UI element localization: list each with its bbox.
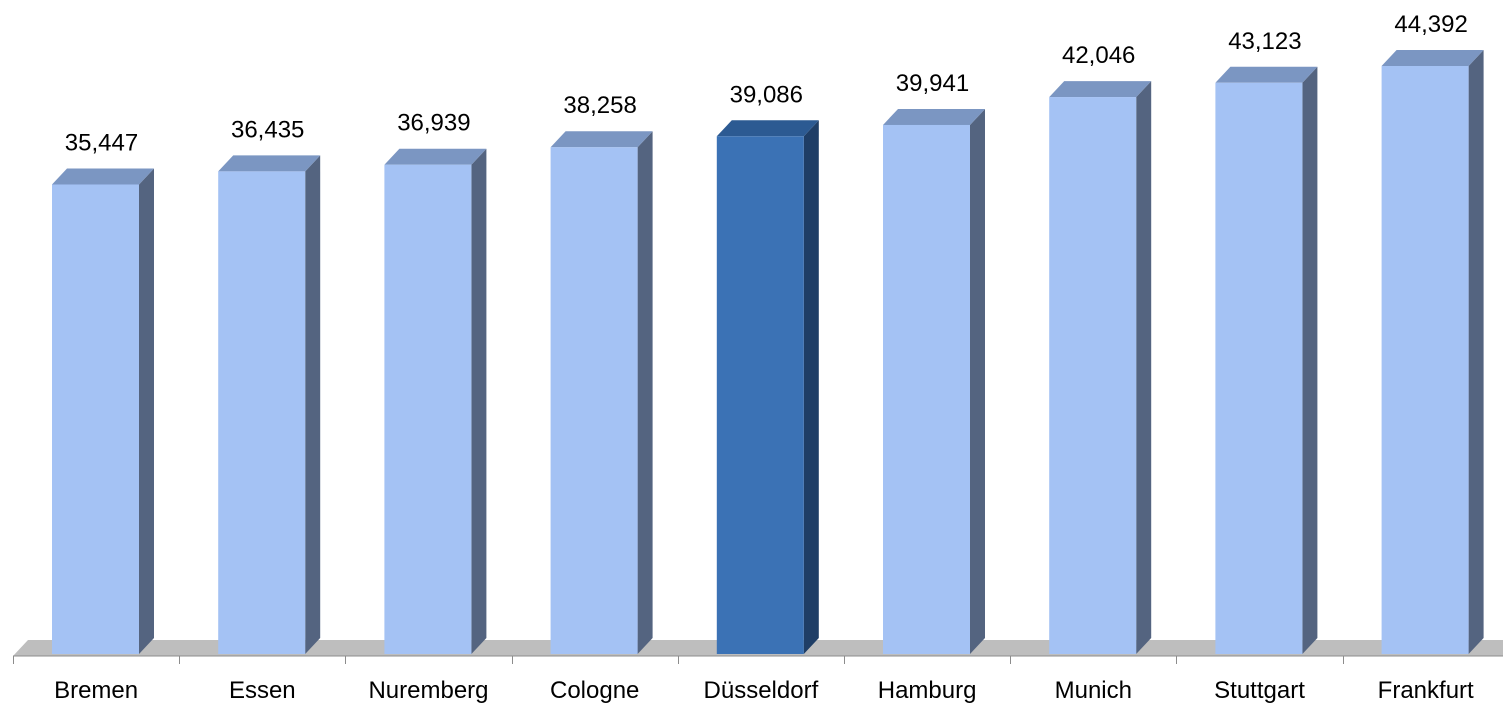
x-tick-label: Stuttgart [1214,677,1305,704]
bar-side-face [803,120,819,654]
bar-front-face [1381,66,1469,654]
bar [1215,66,1318,654]
bar-front-face [52,184,139,654]
bar-side-face [970,108,985,654]
bar [716,120,819,654]
data-label: 36,435 [231,116,304,143]
bar-top-face [1215,66,1318,83]
bar-front-face [550,147,638,654]
bar-side-face [637,131,653,655]
data-label: 36,939 [397,110,470,137]
bar-front-face [1215,82,1303,654]
bar-front-face [384,164,472,655]
bar-top-face [550,131,653,148]
bar-top-face [384,148,487,165]
bar [384,148,487,655]
bar-top-face [716,120,819,137]
bar-top-face [218,155,321,172]
data-label: 44,392 [1394,11,1467,38]
bar-side-face [139,168,154,654]
x-tick-label: Essen [229,677,296,704]
x-tick-label: Düsseldorf [704,677,819,704]
bar-front-face [716,136,804,654]
x-axis [13,655,1503,664]
bar [52,168,154,654]
bar-front-face [1049,97,1137,655]
value-labels: 35,447 36,435 36,939 38,258 39,086 39,941 42,0… [65,11,1468,156]
x-tick-label: Frankfurt [1378,677,1474,704]
bar-side-face [471,148,487,655]
x-tick-label: Cologne [550,677,639,704]
bar [1381,50,1484,654]
bar-side-face [305,155,321,654]
category-labels: Bremen Essen Nuremberg Cologne Düsseldorf Ham… [54,677,1474,704]
data-label: 38,258 [563,92,636,119]
bar [550,131,653,655]
bar-top-face [52,168,154,185]
data-label: 42,046 [1062,42,1135,69]
bar-top-face [883,108,985,125]
bar [883,108,985,654]
data-label: 35,447 [65,129,138,156]
bars [52,50,1484,655]
bar-top-face [1049,81,1152,98]
x-tick-label: Bremen [54,677,138,704]
bar-side-face [1302,66,1318,654]
bar-front-face [883,124,970,654]
bar-top-face [1381,50,1484,66]
bar-front-face [218,171,306,654]
bar [1049,81,1152,655]
x-tick-label: Munich [1055,677,1132,704]
data-label: 43,123 [1228,28,1301,55]
data-label: 39,086 [730,81,803,108]
bar-side-face [1468,50,1484,654]
bar [218,155,321,654]
data-label: 39,941 [896,70,969,97]
x-tick-label: Hamburg [878,677,977,704]
bar-side-face [1136,81,1152,655]
x-tick-label: Nuremberg [368,677,488,704]
